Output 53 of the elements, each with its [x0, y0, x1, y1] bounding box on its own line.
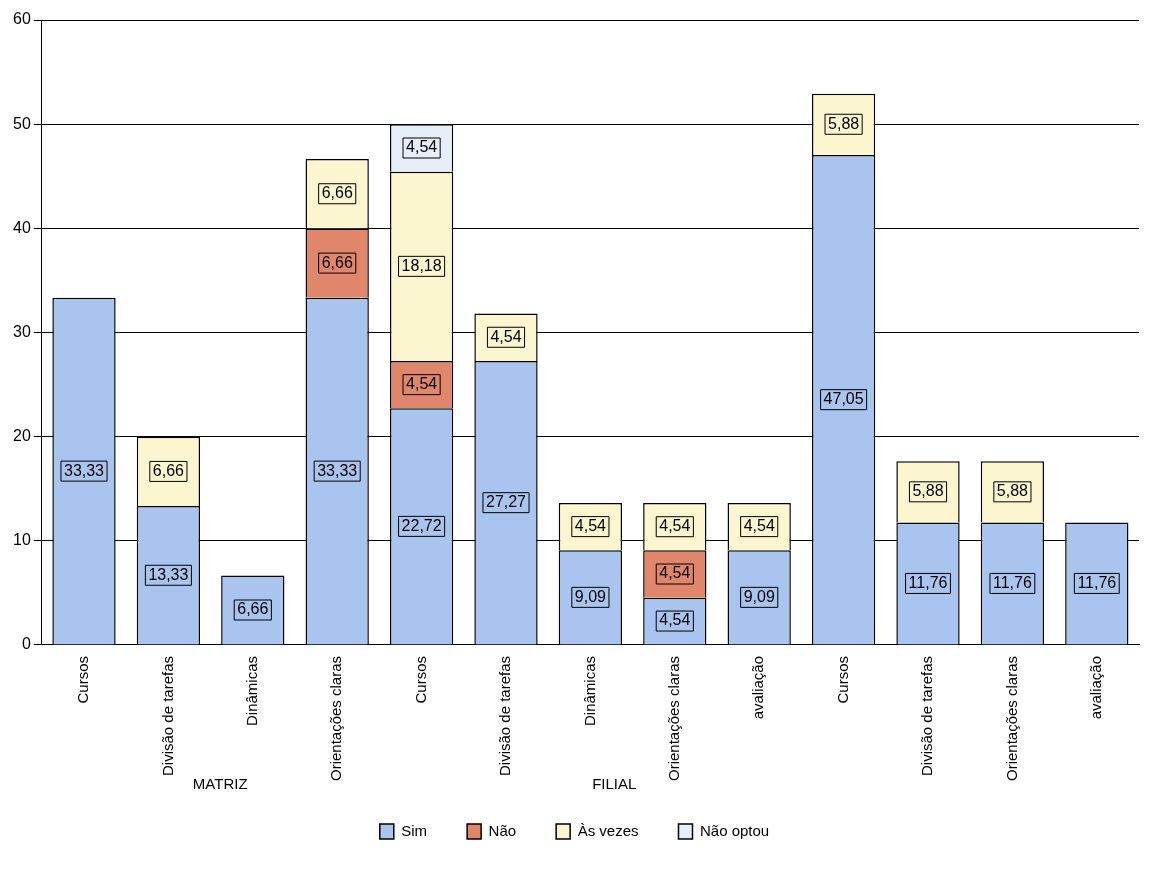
- legend-label: Não optou: [699, 821, 770, 839]
- data-label: 4,54: [659, 564, 691, 582]
- x-tick-label: Cursos: [833, 655, 851, 704]
- x-tick-label: avaliação: [1086, 655, 1104, 720]
- data-label: 6,66: [321, 253, 353, 271]
- legend-label: Às vezes: [577, 821, 639, 839]
- data-label: 9,09: [743, 587, 775, 605]
- y-tick-label: 50: [13, 114, 31, 132]
- data-label: 9,09: [574, 587, 607, 605]
- y-tick-label: 30: [13, 322, 31, 340]
- data-label: 18,18: [401, 256, 442, 274]
- x-tick-label: Divisão de tarefas: [496, 655, 514, 777]
- text: FILIAL: [592, 775, 637, 792]
- y-tick-label: 40: [13, 218, 31, 236]
- x-tick-label: Dinâmicas: [242, 655, 260, 726]
- data-label: 6,66: [321, 184, 353, 202]
- x-tick-label: Orientações claras: [327, 655, 345, 782]
- data-label: 33,33: [63, 461, 105, 479]
- x-tick-label: Orientações claras: [1002, 655, 1020, 782]
- data-label: 6,66: [152, 461, 185, 479]
- data-label: 13,33: [148, 565, 189, 583]
- data-label: 22,72: [401, 516, 442, 534]
- data-label: 5,88: [828, 114, 860, 132]
- data-label: 4,54: [659, 517, 691, 535]
- x-tick-label: Orientações claras: [664, 655, 682, 782]
- y-tick-label: 0: [21, 635, 31, 653]
- x-tick-label: avaliação: [749, 655, 767, 720]
- x-tick-label: Dinâmicas: [580, 655, 598, 726]
- data-label: 4,54: [574, 517, 607, 535]
- legend-label: Não: [488, 821, 517, 839]
- x-tick-label: Cursos: [74, 655, 92, 704]
- text: MATRIZ: [192, 775, 248, 792]
- data-label: 4,54: [743, 517, 775, 535]
- data-label: 11,76: [1077, 573, 1117, 591]
- x-tick-label: Divisão de tarefas: [918, 655, 936, 777]
- data-label: 5,88: [912, 482, 944, 500]
- data-label: 6,66: [237, 600, 269, 618]
- data-label: 4,54: [659, 611, 691, 629]
- x-tick-label: Divisão de tarefas: [158, 655, 176, 777]
- y-tick-label: 60: [13, 10, 31, 28]
- data-label: 33,33: [317, 461, 358, 479]
- data-label: 11,76: [908, 573, 948, 591]
- legend-label: Sim: [401, 821, 428, 839]
- x-tick-label: Cursos: [411, 655, 429, 704]
- y-tick-label: 20: [13, 427, 31, 445]
- data-label: 5,88: [996, 482, 1029, 500]
- y-tick-label: 10: [13, 531, 31, 549]
- data-label: 4,54: [406, 138, 438, 156]
- data-label: 4,54: [406, 375, 438, 393]
- data-label: 47,05: [823, 390, 864, 408]
- data-label: 4,54: [490, 327, 522, 345]
- data-label: 27,27: [485, 493, 527, 511]
- data-label: 11,76: [992, 573, 1032, 591]
